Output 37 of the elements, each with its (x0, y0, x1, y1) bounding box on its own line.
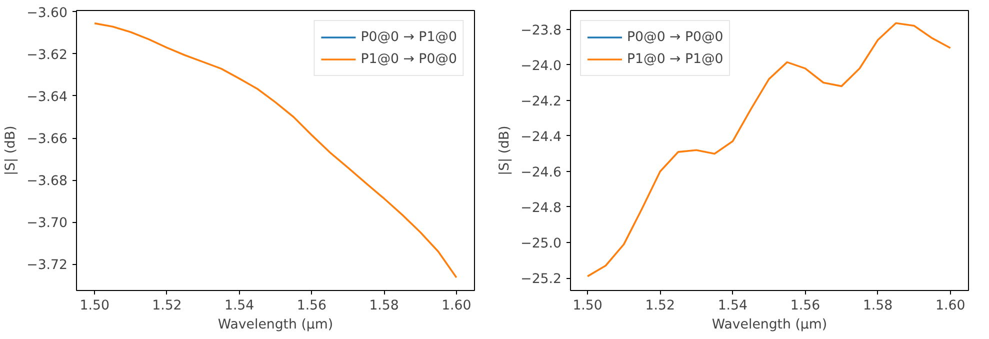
y-tick-label: −25.2 (520, 272, 562, 288)
y-tick-label: −3.68 (26, 174, 68, 190)
legend-label: P0@0 → P1@0 (360, 30, 457, 44)
x-tick-label: 1.50 (572, 298, 602, 314)
y-tick-label: −24.8 (520, 200, 562, 216)
y-tick-label: −24.6 (520, 165, 562, 180)
y-tick-label: −25.0 (520, 236, 562, 252)
x-tick-label: 1.50 (80, 298, 110, 314)
line-series (94, 22, 458, 278)
y-tick-label: −23.8 (520, 23, 562, 38)
x-axis-title: Wavelength (µm) (712, 318, 828, 332)
x-tick-label: 1.60 (442, 298, 472, 314)
x-axis-title: Wavelength (µm) (218, 318, 334, 332)
y-tick-label: −3.70 (26, 216, 68, 232)
x-tick-label: 1.58 (862, 298, 893, 314)
y-tick-label: −3.62 (26, 48, 68, 63)
x-tick-label: 1.56 (790, 298, 820, 314)
x-tick-label: 1.54 (718, 298, 748, 314)
x-tick-label: 1.52 (152, 298, 182, 314)
x-tick-label: 1.52 (645, 298, 675, 314)
y-tick-label: −3.66 (26, 132, 68, 147)
x-tick-label: 1.58 (369, 298, 399, 314)
y-axis-title: |S| (dB) (498, 126, 513, 176)
x-tick-label: 1.56 (296, 298, 327, 314)
x-tick-label: 1.60 (936, 298, 966, 314)
y-tick-label: −24.4 (520, 130, 562, 145)
y-tick-label: −24.2 (520, 94, 562, 110)
y-tick-label: −3.72 (26, 258, 68, 274)
legend-label: P1@0 → P0@0 (360, 52, 457, 66)
y-tick-label: −24.0 (520, 58, 562, 74)
legend-label: P0@0 → P0@0 (627, 30, 724, 44)
line-series (586, 22, 952, 278)
y-tick-label: −3.60 (26, 6, 68, 21)
y-tick-label: −3.64 (26, 90, 68, 105)
y-axis-title: |S| (dB) (4, 126, 19, 176)
x-tick-label: 1.54 (224, 298, 254, 314)
legend-label: P1@0 → P1@0 (627, 52, 724, 66)
